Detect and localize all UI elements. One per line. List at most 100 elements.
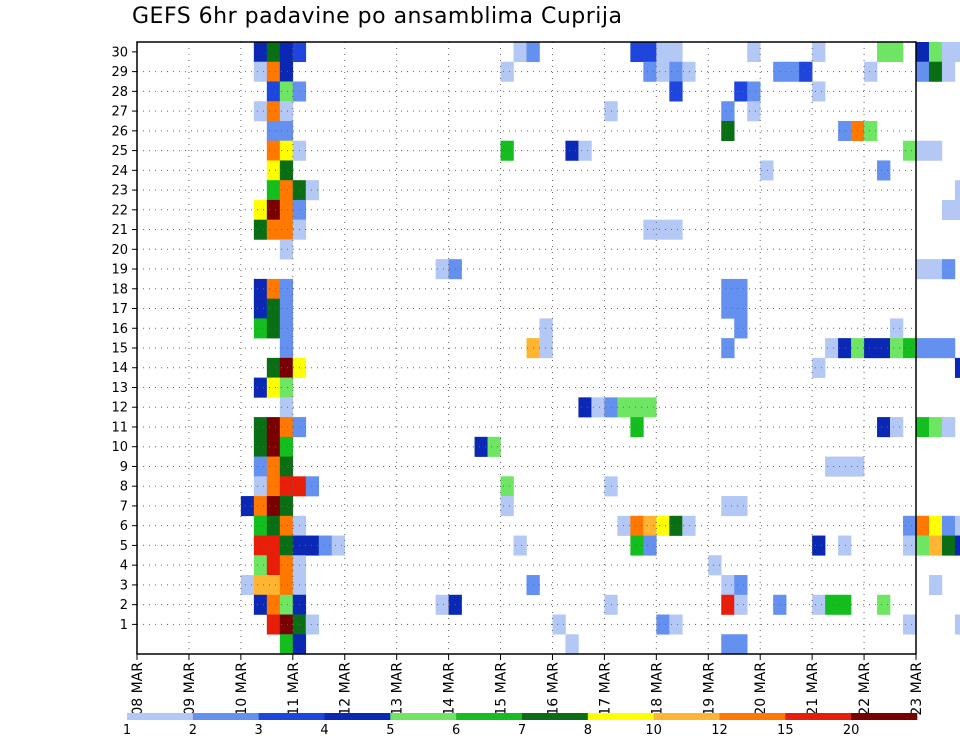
heatmap-cell [838, 535, 852, 556]
x-tick-label: 15 MAR [494, 662, 510, 716]
heatmap-cell [279, 318, 294, 339]
heatmap-cell [292, 42, 307, 63]
heatmap-cell [253, 555, 268, 576]
heatmap-cell [266, 101, 281, 122]
heatmap-cell [565, 634, 579, 655]
y-tick-label: 16 [111, 322, 128, 337]
heatmap-cell [266, 476, 281, 497]
y-tick-label: 10 [111, 440, 128, 455]
heatmap-cell [864, 61, 878, 82]
heatmap-cell [928, 417, 943, 438]
heatmap-cell [890, 42, 904, 63]
y-tick-label: 2 [120, 598, 128, 613]
x-tick-label: 23 MAR [909, 662, 925, 716]
heatmap-cell [266, 456, 281, 477]
colorbar-label: 3 [255, 723, 263, 738]
heatmap-cell [474, 436, 488, 457]
colorbar-label: 20 [843, 723, 860, 738]
x-tick-label: 21 MAR [805, 662, 821, 716]
x-tick-label: 16 MAR [545, 662, 561, 716]
heatmap-cell [279, 594, 294, 615]
heatmap-cell [253, 318, 268, 339]
heatmap-cell [941, 535, 956, 556]
heatmap-cell [864, 120, 878, 142]
y-tick-label: 15 [111, 342, 128, 357]
heatmap-cell [266, 575, 281, 596]
heatmap-cell [279, 101, 294, 122]
heatmap-cell [266, 120, 281, 142]
heatmap-cell [617, 397, 631, 418]
heatmap-cell [279, 377, 294, 398]
heatmap-cell [941, 61, 956, 82]
heatmap-cell [266, 318, 281, 339]
heatmap-cell [266, 357, 281, 378]
heatmap-cell [279, 338, 294, 359]
heatmap-cell [954, 199, 960, 220]
heatmap-cell [266, 594, 281, 615]
y-tick-label: 19 [111, 263, 128, 278]
colorbar-label: 2 [189, 723, 197, 738]
colorbar-swatches [127, 713, 918, 720]
heatmap-cell [279, 278, 294, 299]
colorbar-labels: 1 2 3 4 5 6 7 8 10 12 15 20 [123, 723, 860, 738]
heatmap-cell [916, 338, 930, 359]
heatmap-cell [721, 594, 735, 615]
heatmap-cell [656, 61, 670, 82]
heatmap-cell [279, 61, 294, 82]
heatmap-cell [279, 417, 294, 438]
heatmap-cell [266, 160, 281, 181]
colorbar-label: 4 [320, 723, 328, 738]
heatmap-cell [279, 456, 294, 477]
heatmap-cell [903, 614, 917, 635]
y-axis-ticks: 1234567891011121314151617181920212223242… [111, 45, 137, 633]
heatmap-cell [253, 476, 268, 497]
colorbar-swatch [192, 713, 259, 720]
heatmap-cell [941, 259, 956, 280]
heatmap-cell [279, 476, 294, 497]
heatmap-cell [708, 555, 722, 576]
heatmap-cell [825, 456, 839, 477]
heatmap-cell [721, 496, 735, 517]
heatmap-cell [954, 180, 960, 201]
y-tick-label: 22 [111, 203, 128, 218]
heatmap-cell [656, 42, 670, 63]
heatmap-cell [630, 417, 644, 438]
heatmap-cell [825, 338, 839, 359]
heatmap-cell [279, 357, 294, 378]
heatmap-cell [253, 278, 268, 299]
heatmap-cell [941, 338, 956, 359]
heatmap-cell [266, 81, 281, 102]
heatmap-cell [734, 496, 748, 517]
heatmap-cell [266, 180, 281, 201]
colorbar-swatch [456, 713, 523, 720]
x-tick-label: 13 MAR [390, 662, 406, 716]
heatmap-cell [890, 417, 904, 438]
heatmap-cell [253, 436, 268, 457]
colorbar-label: 8 [584, 723, 592, 738]
heatmap-cell [539, 338, 553, 359]
heatmap-cell [656, 614, 670, 635]
heatmap-cell [656, 515, 670, 536]
y-tick-label: 24 [111, 164, 128, 179]
heatmap-cell [435, 259, 449, 280]
y-tick-label: 11 [111, 420, 128, 435]
heatmap-cell [253, 199, 268, 220]
heatmap-cell [643, 515, 657, 536]
heatmap-cell [487, 436, 501, 457]
heatmap-cell [240, 496, 255, 517]
heatmap-cell [253, 377, 268, 398]
heatmap-cell [292, 634, 307, 655]
heatmap-cell [513, 535, 527, 556]
heatmap-cell [734, 318, 748, 339]
heatmap-cell [266, 61, 281, 82]
heatmap-cell [513, 42, 527, 63]
heatmap-cell [279, 199, 294, 220]
y-tick-label: 3 [120, 578, 128, 593]
heatmap-cells [240, 42, 960, 655]
heatmap-cell [305, 614, 320, 635]
y-tick-label: 7 [120, 499, 128, 514]
colorbar-swatch [785, 713, 852, 720]
y-tick-label: 4 [120, 559, 128, 574]
heatmap-cell [279, 120, 294, 142]
